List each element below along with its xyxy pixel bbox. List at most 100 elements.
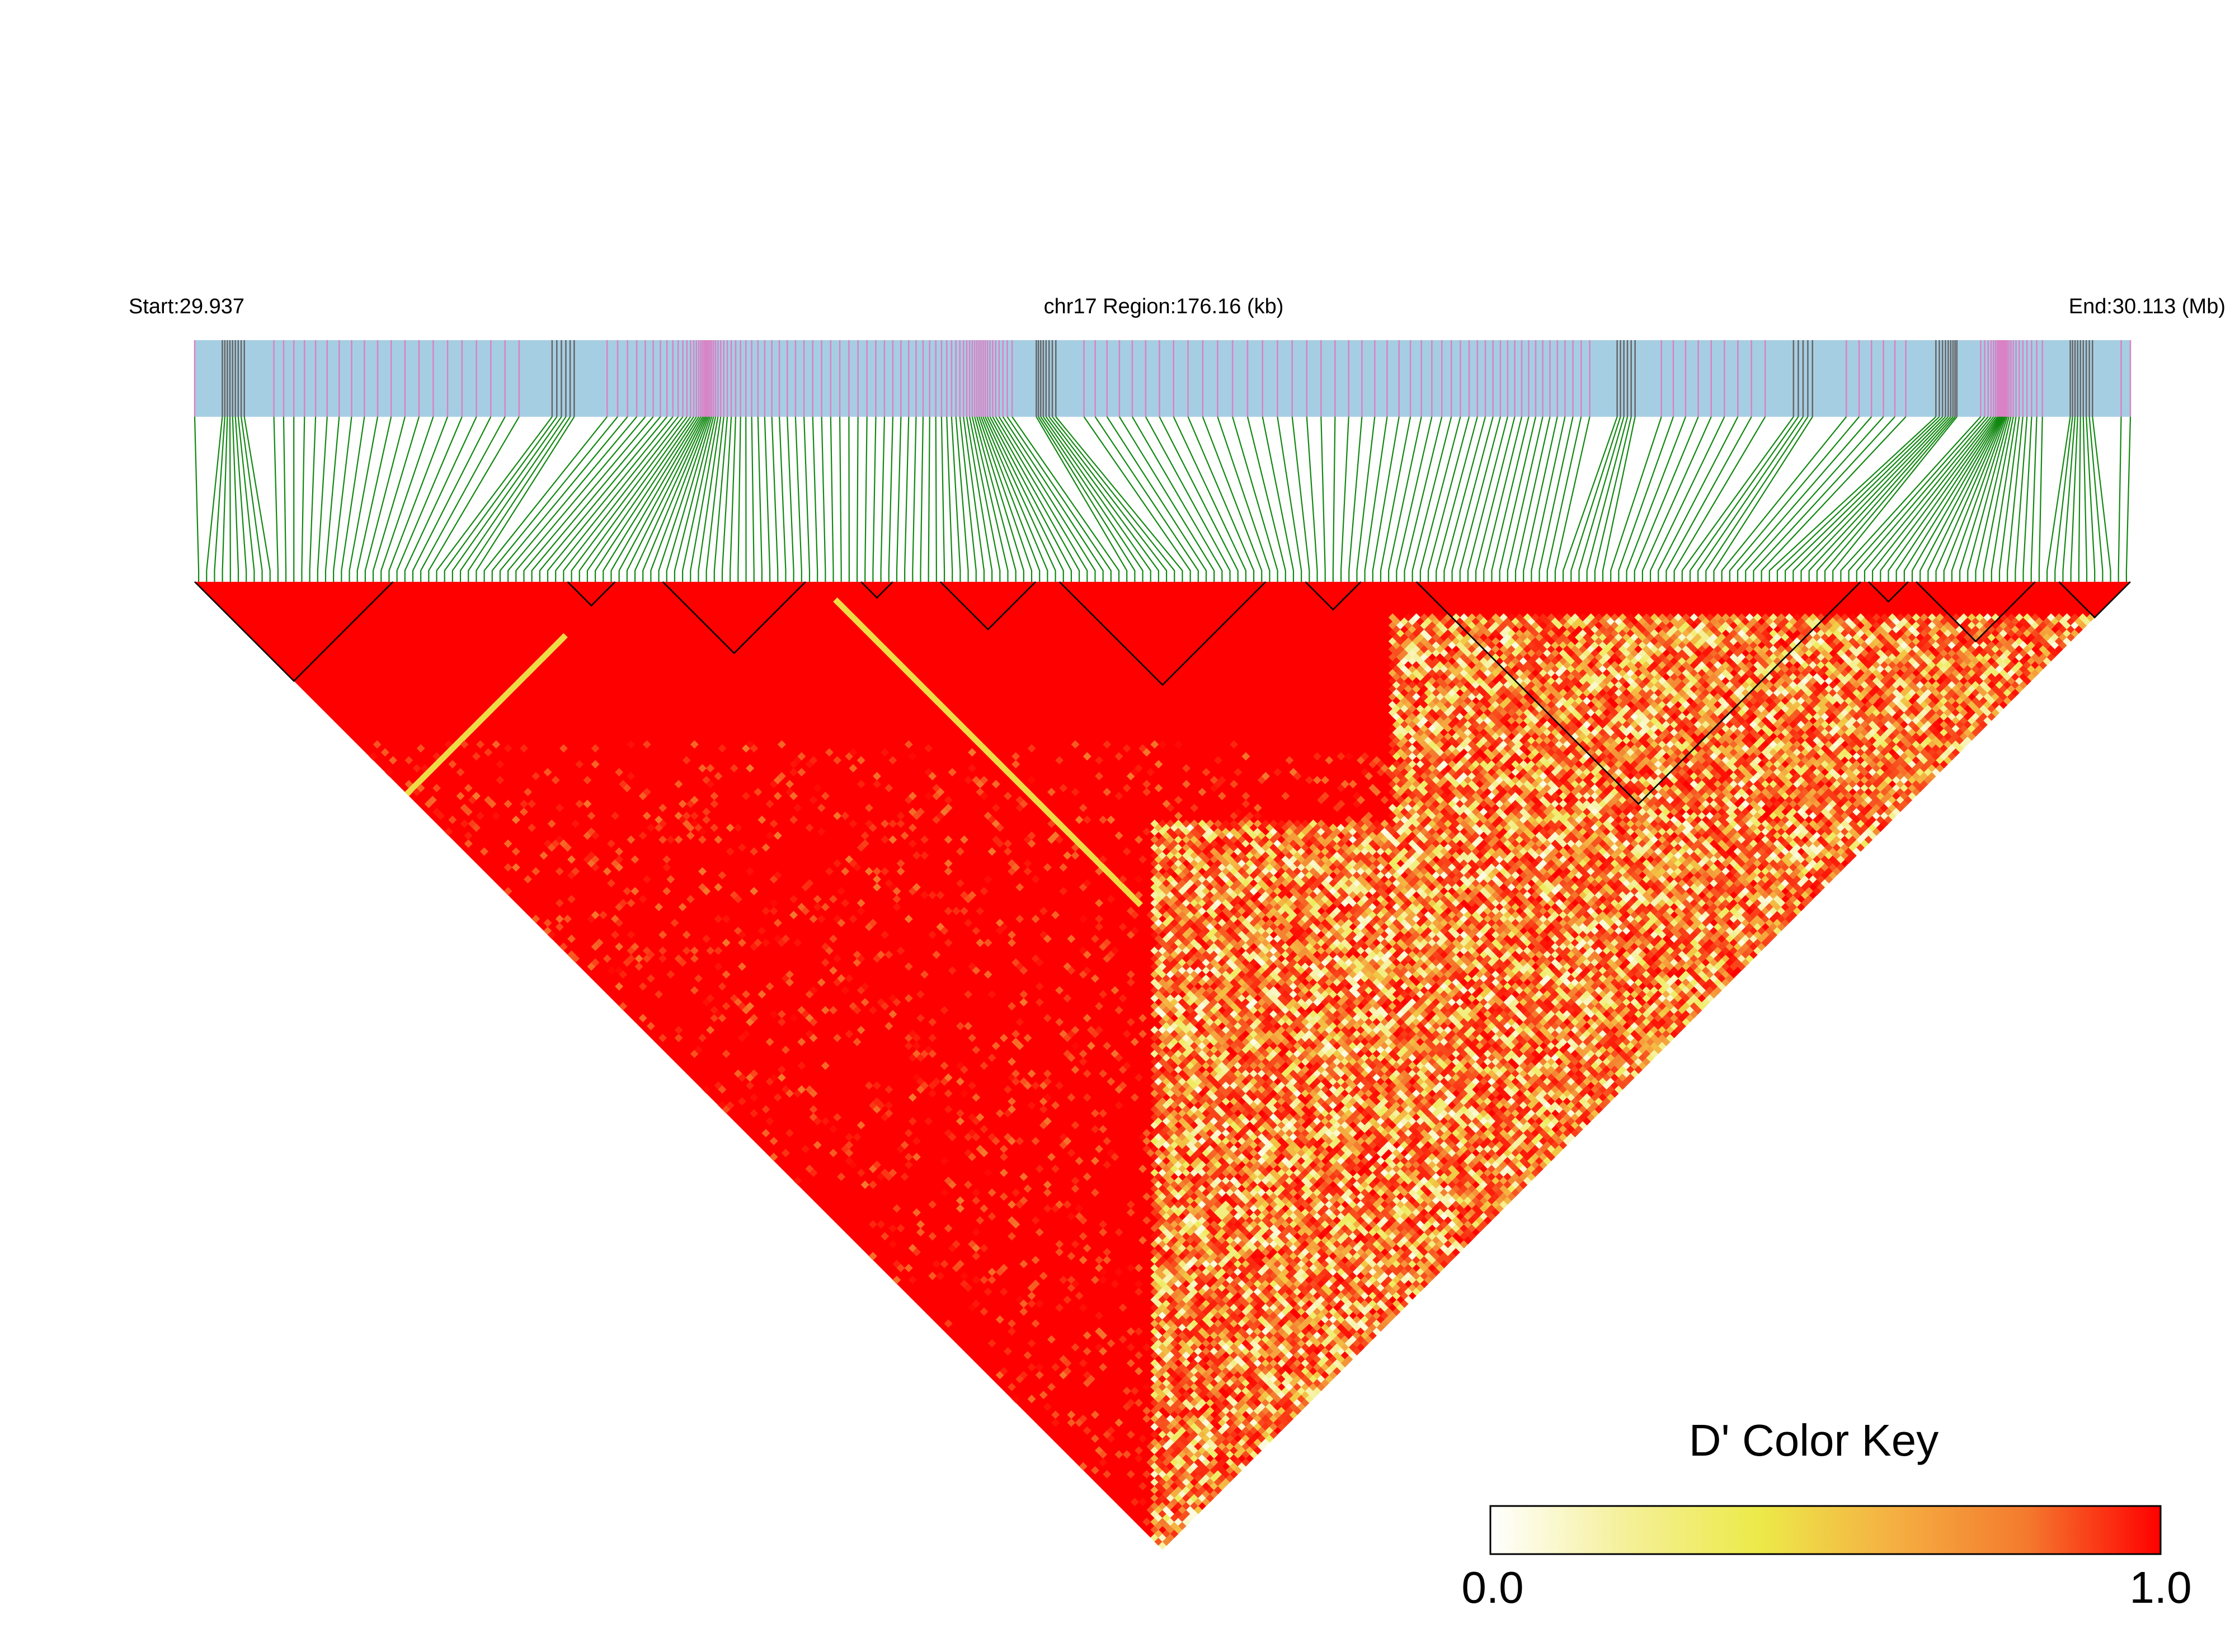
ld-cell [916,1220,925,1229]
ld-cell [1142,1343,1151,1352]
ld-cell [1079,1303,1088,1312]
ld-cell [1126,1399,1135,1408]
snp-connector [995,416,1088,582]
ld-cell [504,839,512,848]
ld-cell [1008,1319,1017,1328]
ld-cell [857,1121,865,1129]
ld-cell [416,744,425,753]
ld-cell [952,1240,961,1249]
ld-cell [412,764,421,773]
snp-connector-lines [194,416,2132,582]
snp-connector [1602,416,1636,582]
snp-connector [1903,416,2001,582]
ld-cell [519,799,528,808]
ld-cell [972,1276,981,1284]
snp-connector [1531,416,1566,582]
snp-connector [1658,416,1739,582]
snp-connector [1681,416,1794,582]
ld-cell [718,982,727,991]
snp-connector [1364,416,1388,582]
ld-cell [868,1180,877,1189]
snp-connector [1776,416,1940,582]
ld-cell [702,1085,711,1094]
snp-connector [1808,416,1951,582]
ld-cell [571,867,580,876]
ld-cell [706,1025,715,1034]
ld-cell [904,1160,913,1169]
ld-cell [1090,1276,1099,1284]
ld-cell [619,1002,628,1011]
snp-connector [603,416,699,582]
ld-cell [714,915,723,924]
ld-cell [1099,1331,1108,1340]
ld-cell [591,831,600,840]
ld-cell [777,1073,786,1082]
ld-cell [591,958,600,967]
snp-connector [1991,416,2017,582]
snp-connector [969,416,1001,582]
snp-connector [2118,416,2122,582]
ld-cell [642,875,651,884]
ld-cell [1142,1470,1151,1479]
snp-connector [372,416,420,582]
ld-cell [436,756,445,765]
ld-cell [432,760,441,769]
ld-cell [666,835,675,844]
snp-connector [2015,416,2028,582]
ld-cell [476,740,484,749]
ld-cell [531,915,540,924]
ld-cell [1142,1414,1151,1423]
ld-cell [769,1010,778,1019]
ld-cell [531,867,540,876]
ld-cell [1003,1347,1012,1356]
ld-cell [781,1149,790,1157]
ld-cell [528,799,537,808]
snp-connector [1262,416,1295,582]
snp-connector [1118,416,1215,582]
ld-cell [1079,1414,1088,1423]
ld-cell [801,1145,810,1154]
snp-connector [1618,416,1674,582]
ld-cell [468,820,477,828]
ld-cell [444,827,453,836]
snp-connector [764,416,771,582]
snp-connector [1411,416,1452,582]
ld-cell [972,1251,981,1260]
ld-cell [389,756,397,765]
ld-cell [765,1037,774,1046]
ld-cell [666,875,675,884]
ld-cell [1142,1382,1151,1391]
ld-cell [1138,1482,1147,1491]
ld-cell [1035,1228,1044,1237]
ld-cell [1008,1382,1017,1391]
snp-connector [1753,416,1895,582]
snp-connector [1634,416,1699,582]
ld-cell [737,1097,746,1106]
ld-cell [972,1228,981,1237]
ld-cell [761,1105,770,1114]
snp-connector [705,416,724,582]
ld-cell [484,708,493,717]
snp-connector [787,416,794,582]
ld-cell [373,740,382,749]
ld-cell [1099,1458,1108,1467]
ld-cell [746,1002,755,1011]
ld-cell [476,811,484,820]
snp-connector [2092,416,2111,582]
ld-cell [706,946,715,955]
ld-cell [591,855,600,864]
ld-cell [634,954,643,963]
ld-cell [972,1299,981,1308]
ld-cell [543,919,552,928]
snp-connector [243,416,271,582]
snp-connector [1935,416,2005,582]
ld-cell [583,799,592,808]
ld-cell [1039,1390,1048,1399]
ld-cell [642,811,651,820]
snp-connector [356,416,392,582]
snp-connector [317,416,328,582]
ld-cell [1122,1386,1131,1395]
snp-connector [241,416,263,582]
snp-connector [1173,416,1246,582]
